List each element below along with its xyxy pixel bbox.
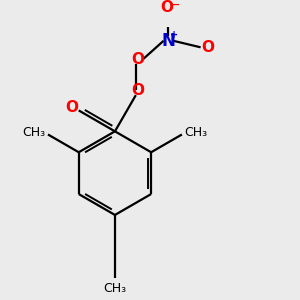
- Text: N: N: [161, 32, 176, 50]
- Text: O: O: [201, 40, 214, 55]
- Text: +: +: [170, 30, 178, 40]
- Text: O: O: [131, 83, 145, 98]
- Text: O: O: [65, 100, 79, 115]
- Text: O: O: [160, 0, 174, 15]
- Text: O: O: [131, 52, 145, 67]
- Text: CH₃: CH₃: [103, 282, 127, 295]
- Text: −: −: [171, 0, 181, 10]
- Text: CH₃: CH₃: [22, 126, 45, 139]
- Text: CH₃: CH₃: [184, 126, 208, 139]
